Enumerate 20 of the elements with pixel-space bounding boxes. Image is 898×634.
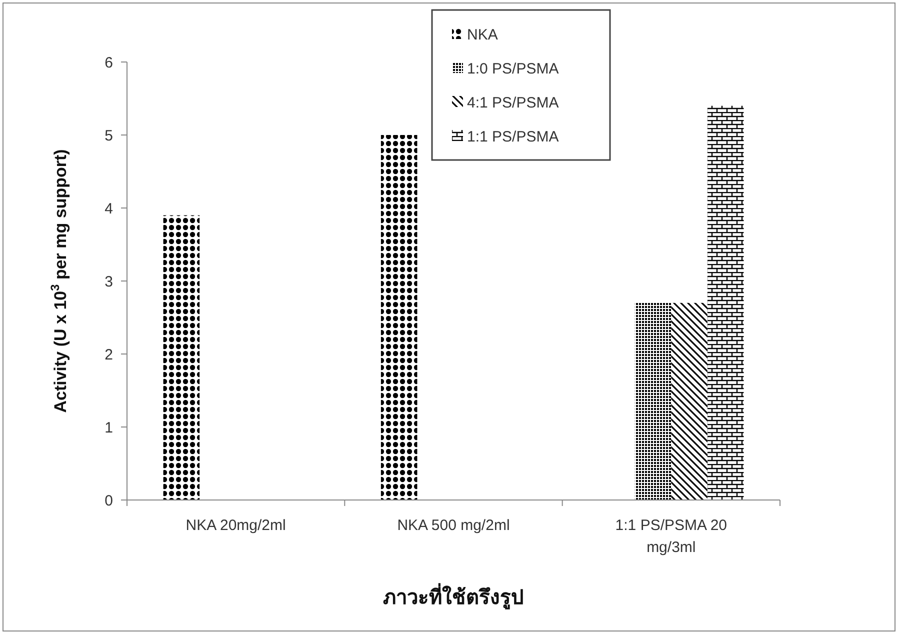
bar xyxy=(707,106,744,500)
y-tick-label: 4 xyxy=(104,200,113,218)
x-tick-label: NKA 500 mg/2ml xyxy=(397,517,510,534)
y-tick-label: 1 xyxy=(104,419,113,436)
legend-label: 1:0 PS/PSMA xyxy=(467,60,559,78)
bar xyxy=(634,302,672,500)
x-axis-title: ภาวะที่ใช้ตรึงรูป xyxy=(383,582,524,611)
y-tick-label: 5 xyxy=(104,127,113,144)
x-tick-label: 1:1 PS/PSMA 20 mg/3ml xyxy=(615,517,728,556)
y-tick-label: 2 xyxy=(104,346,113,364)
x-tick-label: NKA 20mg/2ml xyxy=(186,517,286,534)
y-tick-label: 0 xyxy=(104,492,113,510)
bar xyxy=(380,135,418,500)
bar xyxy=(671,302,708,500)
bar xyxy=(163,215,200,500)
legend-label: 4:1 PS/PSMA xyxy=(467,94,559,112)
y-tick-label: 6 xyxy=(104,54,113,72)
y-tick-label: 3 xyxy=(104,273,113,290)
legend-label: 1:1 PS/PSMA xyxy=(467,128,559,146)
legend-label: NKA xyxy=(467,26,498,44)
